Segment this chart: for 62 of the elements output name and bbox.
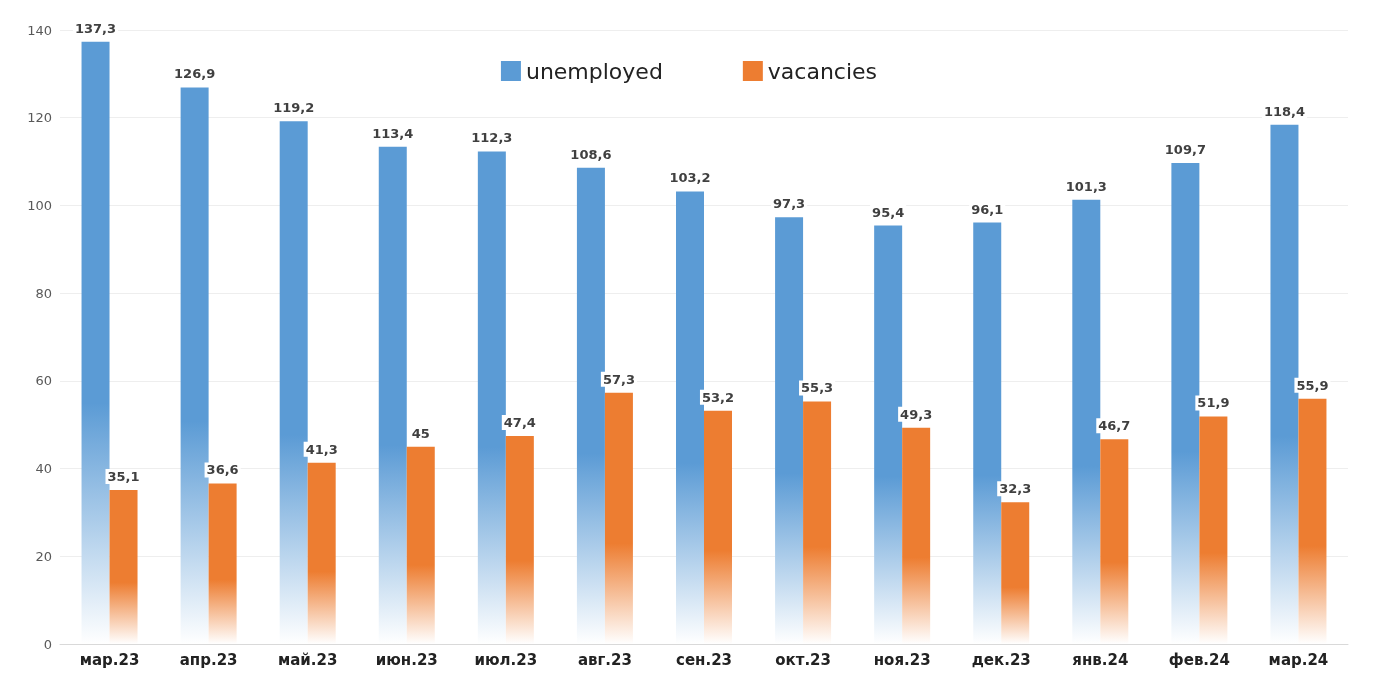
data-label: 53,2 — [701, 389, 735, 405]
data-label: 55,9 — [1296, 377, 1329, 393]
bar — [1001, 502, 1030, 644]
y-tick-label: 140 — [27, 22, 52, 38]
x-tick-label: июл.23 — [474, 650, 538, 669]
bar — [208, 483, 237, 644]
data-label: 51,9 — [1197, 395, 1230, 411]
x-tick-label: мар.24 — [1268, 650, 1329, 669]
y-tick-label: 120 — [27, 110, 52, 126]
data-label: 36,6 — [206, 462, 239, 478]
x-tick-label: ноя.23 — [873, 650, 931, 669]
data-label: 32,3 — [999, 481, 1032, 497]
bar — [1298, 398, 1327, 644]
data-label: 96,1 — [971, 201, 1004, 217]
data-label: 112,3 — [471, 130, 513, 146]
x-tick-label: сен.23 — [675, 650, 733, 669]
data-label: 49,3 — [900, 406, 933, 422]
bar — [803, 401, 832, 644]
x-tick-label: май.23 — [277, 650, 338, 669]
legend-label: unemployed — [525, 58, 663, 84]
x-tick-label: апр.23 — [179, 650, 238, 669]
legend-label: vacancies — [767, 58, 878, 84]
y-tick-label: 40 — [35, 461, 52, 477]
data-label: 101,3 — [1065, 178, 1107, 194]
data-label: 137,3 — [74, 20, 117, 36]
x-tick-label: июн.23 — [375, 650, 438, 669]
y-tick-label: 0 — [43, 636, 52, 652]
bar — [307, 462, 336, 644]
data-label: 46,7 — [1098, 418, 1131, 434]
data-label: 108,6 — [570, 146, 612, 162]
y-tick-label: 100 — [27, 197, 52, 213]
bar — [406, 446, 435, 644]
data-label: 118,4 — [1263, 103, 1306, 119]
data-label: 109,7 — [1164, 141, 1206, 157]
x-tick-label: янв.24 — [1072, 650, 1129, 669]
data-label: 119,2 — [273, 100, 315, 116]
data-label: 126,9 — [174, 66, 216, 82]
data-label: 47,4 — [503, 415, 536, 431]
bar — [1199, 416, 1228, 644]
data-label: 95,4 — [872, 204, 905, 220]
bar — [902, 427, 931, 644]
x-tick-label: фев.24 — [1168, 650, 1230, 669]
data-label: 55,3 — [801, 380, 834, 396]
bar — [109, 490, 138, 644]
data-label: 41,3 — [305, 441, 338, 457]
data-label: 57,3 — [602, 371, 635, 387]
bar — [704, 410, 732, 644]
y-tick-label: 80 — [35, 285, 52, 301]
bar — [1100, 439, 1129, 644]
data-label: 45 — [411, 425, 430, 441]
y-tick-label: 60 — [35, 373, 52, 389]
bar — [604, 392, 633, 644]
bar — [505, 436, 534, 644]
data-label: 103,2 — [669, 170, 711, 186]
x-tick-label: авг.23 — [577, 650, 632, 669]
data-label: 113,4 — [372, 125, 414, 141]
x-tick-label: дек.23 — [971, 650, 1031, 669]
data-label: 35,1 — [107, 469, 140, 485]
data-label: 97,3 — [773, 196, 806, 212]
y-tick-label: 20 — [35, 548, 52, 564]
x-tick-label: окт.23 — [775, 650, 831, 669]
x-tick-label: мар.23 — [79, 650, 140, 669]
